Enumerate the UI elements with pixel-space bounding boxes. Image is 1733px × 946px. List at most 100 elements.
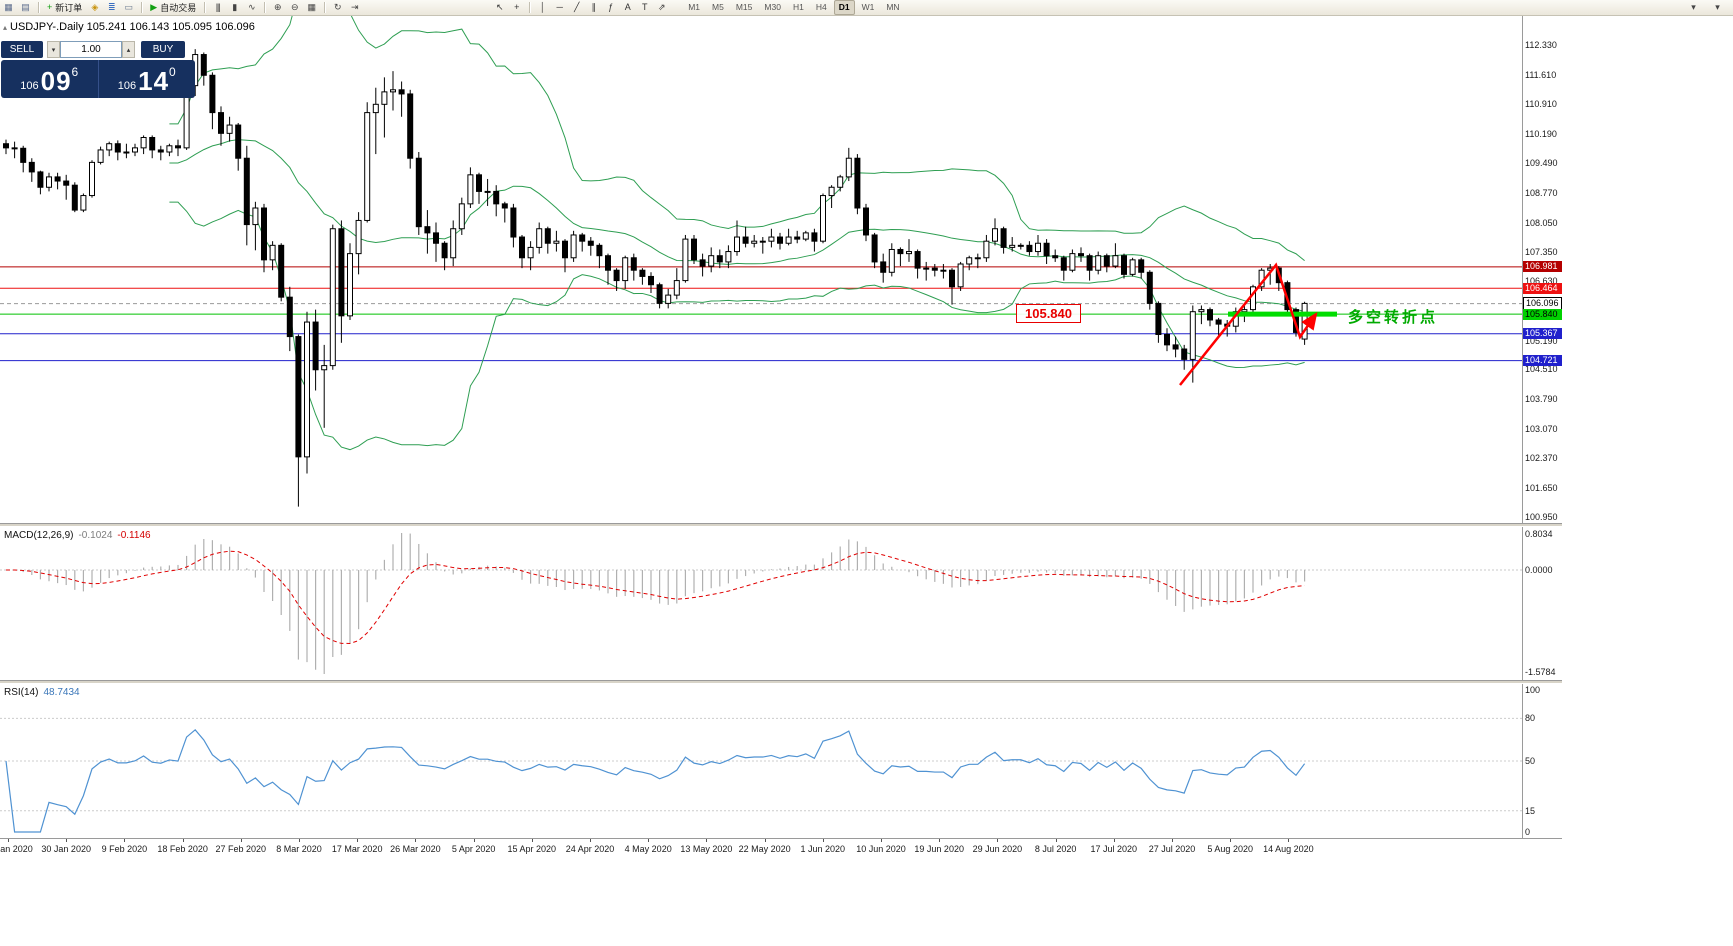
price-tag-label[interactable]: 105.840: [1016, 304, 1081, 323]
macd-signal-value: -0.1146: [117, 530, 151, 541]
trendline-icon[interactable]: ╱: [569, 1, 584, 14]
line-chart-icon[interactable]: ∿: [244, 1, 259, 14]
rsi-canvas[interactable]: [0, 684, 1522, 838]
one-click-prices: 106 09 6 106 14 0: [1, 60, 195, 98]
bar-chart-icon[interactable]: |||: [210, 1, 225, 14]
panel-separator[interactable]: [0, 680, 1562, 684]
zigzag-arrow[interactable]: [1179, 262, 1318, 386]
timeframe-m1-button[interactable]: M1: [688, 2, 701, 12]
macd-axis-label: 0.0000: [1525, 565, 1553, 576]
timeframe-m30-button[interactable]: M30: [764, 2, 781, 12]
autotrading-button[interactable]: ▶ 自动交易: [146, 1, 200, 14]
oneclick-toggle-icon[interactable]: ▴: [3, 23, 8, 32]
vertical-line-icon[interactable]: │: [535, 1, 550, 14]
date-tick: [299, 839, 300, 842]
timeframe-w1-button[interactable]: W1: [861, 2, 875, 12]
price-axis-label: 105.190: [1525, 336, 1558, 347]
channel-icon[interactable]: ∥: [586, 1, 601, 14]
zoom-in-icon: ⊕: [273, 2, 282, 12]
volume-increase-button[interactable]: ▴: [122, 41, 135, 58]
profiles-icon[interactable]: ▤: [18, 1, 33, 14]
date-axis-label: 9 Feb 2020: [101, 844, 148, 854]
level-tag-105.840: 105.840: [1523, 308, 1562, 320]
chart-shift-icon[interactable]: ⇥: [347, 1, 362, 14]
panel-separator[interactable]: [0, 523, 1562, 527]
toolbar-separator: [529, 2, 531, 13]
date-tick: [1172, 839, 1173, 842]
new-order-button: +: [47, 2, 53, 12]
rsi-axis-label: 80: [1525, 713, 1536, 724]
market-watch-icon[interactable]: ≣: [104, 1, 119, 14]
date-tick: [1113, 839, 1115, 842]
date-axis[interactable]: 22 Jan 2020 30 Jan 2020 9 Feb 2020 18 Feb 2…: [0, 838, 1562, 857]
toolbar-separator: [38, 2, 39, 13]
timeframe-d1-button[interactable]: D1: [833, 0, 855, 15]
main-chart-canvas[interactable]: [0, 15, 1522, 523]
timeframe-mn-button[interactable]: MN: [886, 2, 900, 12]
tile-windows-icon[interactable]: ▦: [304, 1, 319, 14]
terminal-icon[interactable]: ▭: [121, 1, 136, 14]
toolbar-separator: [324, 2, 326, 13]
buy-button[interactable]: BUY: [141, 41, 185, 58]
navigator-icon[interactable]: ◈: [87, 1, 102, 14]
price-axis-label: 104.510: [1525, 364, 1558, 375]
price-axis[interactable]: 112.330 111.610 110.910 110.190 109.490 108.7…: [1523, 15, 1562, 856]
date-axis-label: 5 Apr 2020: [451, 844, 496, 854]
macd-canvas[interactable]: [0, 527, 1522, 680]
candlestick-chart-icon[interactable]: ▮: [227, 1, 242, 14]
fibonacci-icon[interactable]: ƒ: [603, 1, 618, 14]
toolbar-overflow-icon[interactable]: ▾: [1691, 2, 1696, 12]
toolbar-separator: [141, 2, 143, 13]
toolbar-separator: [264, 2, 266, 13]
date-axis-label: 5 Aug 2020: [1207, 844, 1253, 854]
date-axis-label: 30 Jan 2020: [41, 844, 91, 854]
terminal-icon: ▭: [124, 2, 134, 12]
volume-decrease-button[interactable]: ▾: [47, 41, 60, 58]
price-axis-label: 108.770: [1525, 187, 1558, 198]
sell-price-button[interactable]: 106 09 6: [1, 60, 98, 98]
buy-price-button[interactable]: 106 14 0: [99, 60, 196, 98]
zoom-out-icon[interactable]: ⊖: [287, 1, 302, 14]
date-axis-label: 17 Jul 2020: [1090, 844, 1138, 854]
level-tag-106.981: 106.981: [1523, 261, 1562, 273]
horizontal-line-icon[interactable]: ─: [552, 1, 567, 14]
cursor-icon[interactable]: ↖: [492, 1, 507, 14]
date-tick: [764, 839, 766, 842]
macd-signal-line: [5, 550, 1305, 644]
zoom-in-icon[interactable]: ⊕: [270, 1, 285, 14]
date-tick: [939, 839, 941, 842]
chart-window[interactable]: 112.330 111.610 110.910 110.190 109.490 108.7…: [0, 15, 1562, 857]
date-tick: [997, 839, 999, 842]
navigator-icon: ◈: [91, 2, 99, 12]
tile-windows-icon: ▦: [307, 2, 316, 12]
price-axis-label: 100.950: [1525, 512, 1558, 522]
rsi-axis-label: 50: [1525, 756, 1536, 766]
timeframe-h1-button[interactable]: H1: [792, 2, 804, 12]
timeframe-h4-button[interactable]: H4: [815, 2, 827, 12]
line-chart-icon: ∿: [247, 2, 256, 12]
label-icon[interactable]: T: [637, 1, 652, 14]
charts-grid-icon[interactable]: ▦: [1, 1, 16, 14]
date-axis-label: 22 May 2020: [738, 844, 791, 854]
buy-price-base: 106: [117, 80, 137, 92]
date-tick: [822, 839, 824, 842]
crosshair-icon[interactable]: +: [509, 1, 524, 14]
date-tick: [590, 839, 591, 842]
text-icon[interactable]: A: [620, 1, 635, 14]
date-axis-label: 26 Mar 2020: [390, 844, 441, 854]
auto-scroll-icon[interactable]: ↻: [330, 1, 345, 14]
channel-icon: ∥: [591, 2, 596, 12]
sell-button[interactable]: SELL: [1, 41, 43, 58]
toolbar: ▦ ▤ + 新订单 ◈ ≣ ▭ ▶ 自动交易 ||| ▮ ∿ ⊕ ⊖ ▦ ↻ ⇥ ↖ + │ ─ ╱ ∥ ƒ A T ⇗ M1 M5 M1…: [0, 0, 1733, 16]
toolbar-overflow-icon[interactable]: ▾: [1715, 2, 1720, 12]
turning-point-label[interactable]: 多空转折点: [1348, 309, 1439, 326]
volume-input[interactable]: [60, 41, 122, 58]
charts-grid-icon: ▦: [4, 2, 13, 12]
date-axis-label: 18 Feb 2020: [157, 844, 208, 854]
new-order-button[interactable]: + 新订单: [43, 1, 86, 14]
timeframe-m15-button[interactable]: M15: [735, 2, 753, 12]
autotrading-button-label: 自动交易: [160, 3, 197, 13]
date-axis-label: 4 May 2020: [624, 844, 672, 854]
arrows-icon[interactable]: ⇗: [654, 1, 669, 14]
timeframe-m5-button[interactable]: M5: [712, 2, 724, 12]
